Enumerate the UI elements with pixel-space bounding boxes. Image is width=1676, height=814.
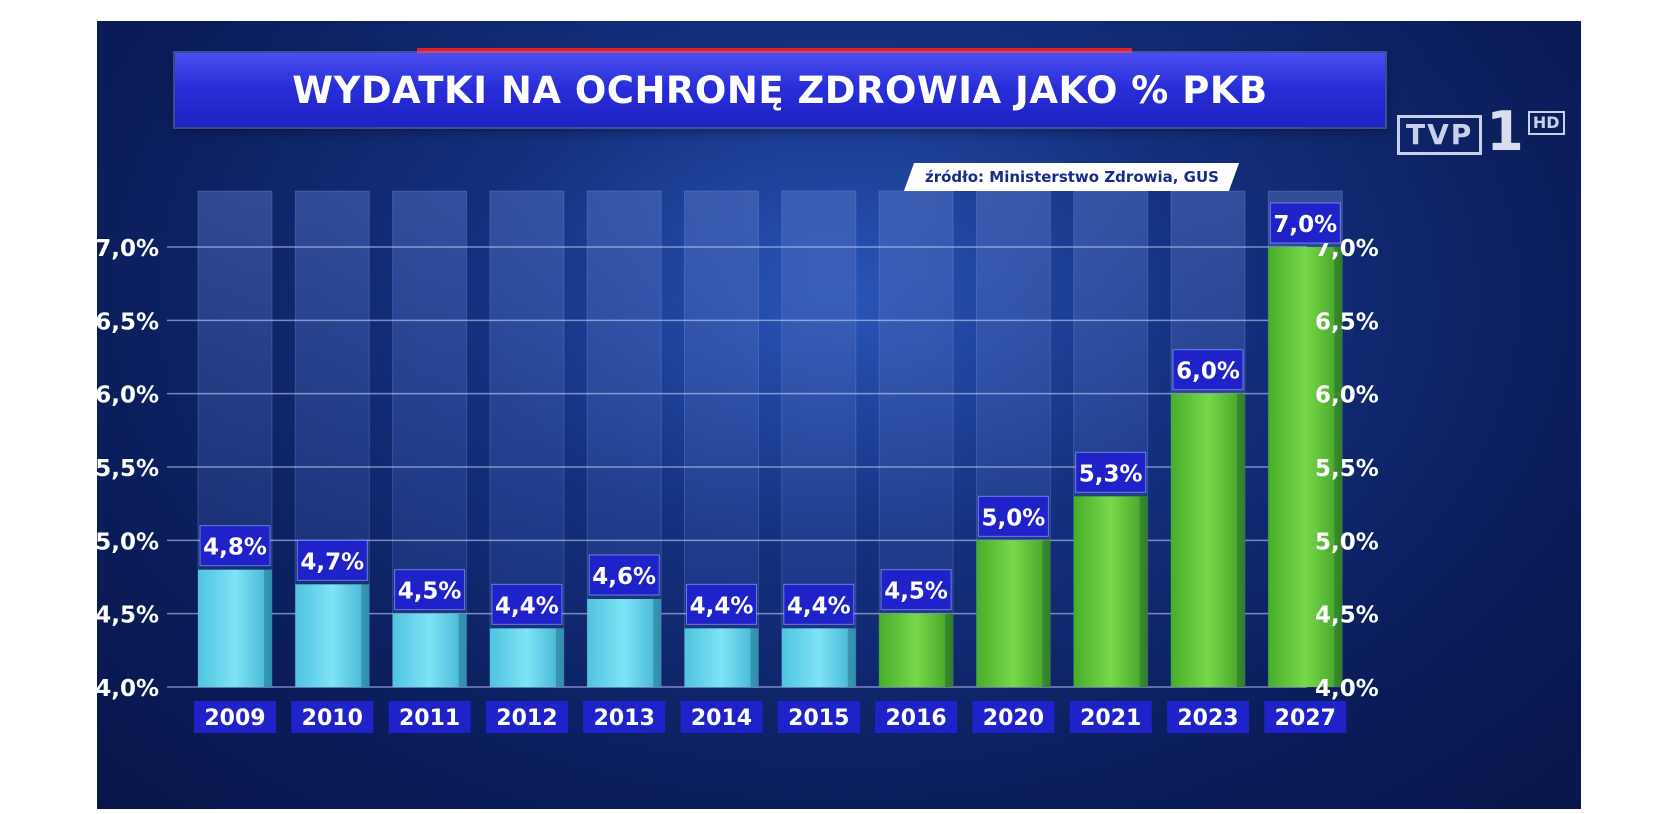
chart-title: WYDATKI NA OCHRONĘ ZDROWIA JAKO % PKB	[292, 68, 1268, 112]
value-label-bg	[199, 525, 271, 567]
x-tick-label: 2020	[983, 706, 1044, 731]
source-caption: źródło: Ministerstwo Zdrowia, GUS	[903, 163, 1240, 191]
bar-2015	[781, 628, 856, 687]
x-tick-label: 2027	[1275, 706, 1336, 731]
value-label-bg	[1269, 202, 1341, 244]
value-label: 5,0%	[982, 505, 1046, 531]
value-label-bg	[588, 554, 660, 596]
bar-shade	[847, 628, 856, 687]
y-tick-label-left: 4,0%	[97, 676, 159, 702]
x-label-bg	[1264, 701, 1347, 733]
y-tick-label-right: 6,5%	[1315, 309, 1379, 335]
y-tick-label-right: 5,5%	[1315, 456, 1379, 482]
value-label-bg	[491, 583, 563, 625]
x-tick-label: 2009	[204, 706, 265, 731]
bar-shade	[653, 599, 662, 687]
x-tick-label: 2012	[496, 706, 557, 731]
y-tick-label-right: 5,0%	[1315, 529, 1379, 555]
x-label-bg	[583, 701, 666, 733]
bar-shade	[750, 628, 759, 687]
value-label: 4,7%	[300, 549, 364, 575]
value-label: 5,3%	[1079, 461, 1143, 487]
x-label-bg	[194, 701, 276, 733]
bar-2020	[976, 540, 1051, 687]
bar-shade	[264, 569, 272, 687]
value-label: 4,4%	[690, 593, 754, 619]
value-label: 7,0%	[1273, 212, 1337, 238]
value-label-bg	[1172, 349, 1244, 391]
value-label: 6,0%	[1176, 359, 1240, 385]
x-label-bg	[1069, 701, 1152, 733]
bar-2010	[295, 584, 370, 687]
x-label-bg	[1167, 701, 1249, 733]
value-label: 4,5%	[884, 579, 948, 605]
y-tick-label-left: 6,0%	[97, 383, 159, 409]
x-tick-label: 2013	[594, 706, 655, 731]
bar-shade	[945, 613, 954, 687]
value-label: 4,5%	[398, 579, 462, 605]
broadcast-frame: 4,0% 4,5% 5,0% 5,5% 6,0% 6,5% 7,0% 4,0% 4,5% 5,0…	[97, 21, 1581, 809]
x-tick-label: 2015	[788, 706, 849, 731]
logo-hd: HD	[1527, 111, 1565, 135]
value-label: 4,4%	[787, 593, 851, 619]
bar-shade	[1042, 540, 1051, 687]
bar-chart: 4,0% 4,5% 5,0% 5,5% 6,0% 6,5% 7,0% 4,0% 4,5% 5,0…	[97, 190, 1379, 733]
bar-shade	[458, 613, 467, 687]
x-label-bg	[777, 701, 860, 733]
y-tick-label-left: 6,5%	[97, 309, 159, 335]
value-label: 4,8%	[203, 535, 267, 561]
y-tick-label-right: 4,0%	[1315, 676, 1379, 702]
bar-2012	[489, 628, 564, 687]
bar-shade	[361, 584, 370, 687]
x-label-bg	[972, 701, 1055, 733]
x-tick-label: 2011	[399, 706, 460, 731]
bar-2021	[1073, 496, 1148, 687]
bar-2016	[879, 613, 954, 687]
value-label: 4,4%	[495, 593, 559, 619]
bar-2011	[392, 613, 467, 687]
x-label-bg	[680, 701, 763, 733]
value-label-bg	[394, 569, 466, 611]
logo-one: 1	[1486, 100, 1524, 163]
value-label-bg	[1075, 451, 1147, 493]
value-label-bg	[977, 495, 1049, 537]
value-label-bg	[880, 569, 952, 611]
title-accent-stripe	[417, 48, 1132, 54]
value-label: 4,6%	[592, 564, 656, 590]
bar-2027	[1268, 247, 1343, 687]
x-tick-label: 2014	[691, 706, 752, 731]
bar-2013	[587, 599, 662, 687]
x-label-bg	[875, 701, 958, 733]
bar-track	[392, 190, 468, 688]
x-tick-label: 2010	[302, 706, 363, 731]
x-tick-label: 2021	[1080, 706, 1141, 731]
bar-shade	[1334, 247, 1343, 687]
y-tick-label-left: 5,0%	[97, 529, 159, 555]
bar-2009	[198, 569, 272, 687]
bar-2023	[1171, 393, 1245, 687]
value-label-bg	[296, 539, 368, 581]
bar-track	[878, 190, 954, 688]
x-label-bg	[485, 701, 568, 733]
x-tick-label: 2016	[885, 706, 946, 731]
y-tick-label-left: 7,0%	[97, 236, 159, 262]
bar-shade	[555, 628, 564, 687]
logo-tvp: TVP	[1397, 115, 1483, 155]
y-tick-label-right: 6,0%	[1315, 383, 1379, 409]
bar-2014	[684, 628, 759, 687]
bar-shade	[1139, 496, 1148, 687]
bar-shade	[1237, 393, 1245, 687]
value-label-bg	[686, 583, 757, 625]
y-tick-label-left: 5,5%	[97, 456, 159, 482]
source-text: źródło: Ministerstwo Zdrowia, GUS	[924, 168, 1219, 186]
x-label-bg	[388, 701, 471, 733]
x-label-bg	[291, 701, 374, 733]
y-tick-label-right: 4,5%	[1315, 603, 1379, 629]
title-banner: WYDATKI NA OCHRONĘ ZDROWIA JAKO % PKB	[175, 53, 1385, 127]
x-tick-label: 2023	[1177, 706, 1238, 731]
y-tick-label-left: 4,5%	[97, 603, 159, 629]
channel-logo: TVP 1 HD	[1397, 100, 1565, 163]
value-label-bg	[783, 583, 855, 625]
